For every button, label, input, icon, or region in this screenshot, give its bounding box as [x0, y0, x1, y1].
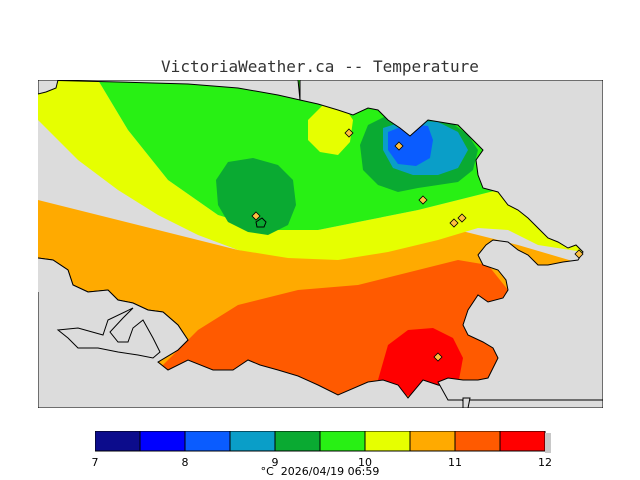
color-legend — [95, 431, 551, 453]
legend-tick: 9 — [271, 456, 279, 469]
legend-band — [454, 431, 501, 452]
legend-shadow — [545, 433, 551, 453]
legend-tick: 11 — [448, 456, 462, 469]
legend-band — [409, 431, 456, 452]
station-marker[interactable] — [457, 213, 467, 223]
station-marker[interactable] — [433, 352, 443, 362]
station-marker[interactable] — [394, 141, 404, 151]
coastline — [38, 80, 603, 408]
legend-band — [499, 431, 546, 452]
legend-band — [319, 431, 366, 452]
station-markers — [251, 128, 584, 362]
map-title: VictoriaWeather.ca -- Temperature — [161, 57, 479, 76]
station-marker[interactable] — [344, 128, 354, 138]
legend-tick: 10 — [358, 456, 372, 469]
contour-region — [388, 124, 433, 166]
hill-outline — [255, 217, 267, 228]
contour-region — [216, 158, 296, 235]
temperature-map[interactable] — [38, 80, 603, 408]
legend-band — [139, 431, 186, 452]
unit-label: °C — [260, 465, 274, 478]
station-marker[interactable] — [574, 249, 584, 259]
legend-band — [95, 431, 141, 452]
station-marker[interactable] — [251, 211, 261, 221]
legend-band — [229, 431, 276, 452]
legend-band — [184, 431, 231, 452]
legend-band — [364, 431, 411, 452]
legend-tick: 8 — [181, 456, 189, 469]
legend-band — [274, 431, 321, 452]
timestamp: 2026/04/19 06:59 — [280, 465, 380, 478]
station-marker[interactable] — [449, 218, 459, 228]
contour-region — [308, 105, 353, 155]
station-marker[interactable] — [418, 195, 428, 205]
legend-tick: 12 — [538, 456, 552, 469]
legend-caption: °C 2026/04/19 06:59 — [0, 465, 640, 478]
legend-tick: 7 — [91, 456, 99, 469]
